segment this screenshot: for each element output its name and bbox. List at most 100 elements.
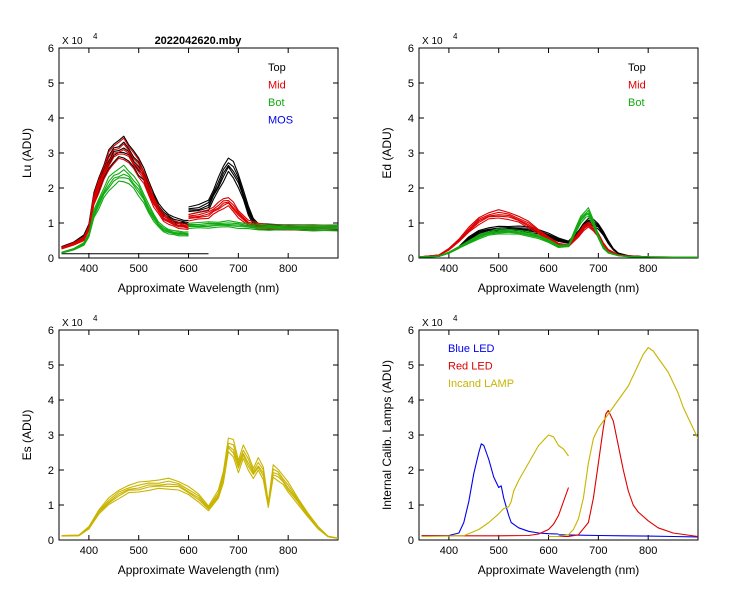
lu-y-tick-label: 2: [48, 183, 54, 195]
lu-x-tick-label: 800: [279, 263, 297, 275]
lamps-x-axis-label: Approximate Wavelength (nm): [478, 563, 640, 577]
ed-plot-area: [419, 207, 698, 258]
ed-y-tick-label: 6: [408, 43, 414, 55]
ed-y-tick-label: 4: [408, 113, 414, 125]
lamps-series-red-led-line: [548, 409, 698, 538]
lu-series-bot-line: [188, 220, 338, 227]
es-series-es-line: [61, 437, 338, 539]
lamps-series-blue-led-line: [421, 443, 559, 537]
lamps-series-red-led-line: [421, 487, 570, 537]
lamps-y-tick-label: 3: [408, 430, 414, 442]
lu-exponent-power: 4: [93, 32, 98, 41]
lu-legend-bot: Bot: [268, 97, 285, 109]
lamps-y-tick-label: 4: [408, 395, 414, 407]
lu-series-bot-line: [188, 222, 338, 228]
lamps-series-incand-lamp-line: [548, 346, 698, 538]
es-x-tick-label: 500: [130, 545, 148, 557]
lamps-x-tick-label: 800: [639, 545, 657, 557]
ed-y-tick-label: 2: [408, 183, 414, 195]
lu-y-axis-label: Lu (ADU): [20, 128, 34, 178]
lamps-y-tick-label: 2: [408, 465, 414, 477]
lamps-legend-red-led: Red LED: [448, 361, 493, 373]
es-x-tick-label: 600: [179, 545, 197, 557]
ed-exponent-power: 4: [453, 32, 458, 41]
ed-legend-mid: Mid: [628, 80, 646, 92]
lamps-exponent-label: X 10: [422, 318, 443, 329]
es-y-tick-label: 6: [48, 325, 54, 337]
es-plot-area: [61, 437, 338, 539]
ed-y-axis-label: Ed (ADU): [380, 127, 394, 178]
es-y-tick-label: 3: [48, 430, 54, 442]
ed-series-bot-line: [419, 207, 698, 258]
es-x-tick-label: 800: [279, 545, 297, 557]
ed-x-tick-label: 600: [539, 263, 557, 275]
ed-legend-bot: Bot: [628, 97, 645, 109]
lu-series-bot-line: [188, 224, 338, 230]
lamps-y-tick-label: 0: [408, 535, 414, 547]
lamps-series-blue-led-line: [558, 534, 698, 538]
lu-y-tick-label: 3: [48, 148, 54, 160]
lu-series-bot-line: [188, 223, 338, 229]
es-x-tick-label: 700: [229, 545, 247, 557]
ed-y-tick-label: 1: [408, 218, 414, 230]
ed-x-tick-label: 500: [490, 263, 508, 275]
figure-title: 2022042620.mby: [155, 35, 243, 47]
ed-series-top-line: [419, 217, 698, 258]
lamps-x-tick-label: 600: [539, 545, 557, 557]
lu-exponent-label: X 10: [62, 36, 83, 47]
es-series-es-line: [61, 442, 338, 539]
lamps-y-tick-label: 6: [408, 325, 414, 337]
lamps-legend-incand-lamp: Incand LAMP: [448, 378, 514, 390]
es-series-es-line: [61, 451, 338, 539]
lu-y-tick-label: 0: [48, 253, 54, 265]
lamps-series-incand-lamp-line: [421, 434, 569, 538]
lu-legend-top: Top: [268, 62, 286, 74]
lu-y-tick-label: 1: [48, 218, 54, 230]
lamps-x-tick-label: 700: [589, 545, 607, 557]
lu-y-tick-label: 5: [48, 78, 54, 90]
es-y-tick-label: 5: [48, 360, 54, 372]
ed-legend-top: Top: [628, 62, 646, 74]
lamps-exponent-power: 4: [453, 314, 458, 323]
es-exponent-power: 4: [93, 314, 98, 323]
lu-chart: 2022042620.mby 400 500 600 700 800 0 1 2 3 4 5 6 X 1…: [20, 32, 339, 295]
es-x-tick-label: 400: [80, 545, 98, 557]
ed-y-tick-label: 5: [408, 78, 414, 90]
es-chart: 400 500 600 700 800 0 1 2 3 4 5 6 X 10 4 Approximate W…: [20, 314, 339, 577]
ed-x-tick-label: 800: [639, 263, 657, 275]
lamps-x-tick-label: 400: [440, 545, 458, 557]
ed-y-tick-label: 0: [408, 253, 414, 265]
lu-series-bot-line: [61, 164, 189, 253]
lu-series-bot-line: [188, 226, 338, 232]
es-y-tick-label: 2: [48, 465, 54, 477]
es-y-tick-label: 0: [48, 535, 54, 547]
lu-series-mid-line: [61, 137, 189, 248]
es-y-axis-label: Es (ADU): [20, 410, 34, 461]
lu-x-tick-label: 500: [130, 263, 148, 275]
lu-x-axis-label: Approximate Wavelength (nm): [118, 281, 280, 295]
ed-x-axis-label: Approximate Wavelength (nm): [478, 281, 640, 295]
ed-y-tick-label: 3: [408, 148, 414, 160]
lamps-plot-area: [421, 346, 698, 538]
es-exponent-label: X 10: [62, 318, 83, 329]
lu-plot-area: [61, 135, 338, 255]
lamps-y-tick-label: 1: [408, 500, 414, 512]
lu-legend-mid: Mid: [268, 80, 286, 92]
lamps-y-axis-label: Internal Calib. Lamps (ADU): [380, 360, 394, 510]
lu-y-tick-label: 6: [48, 43, 54, 55]
lu-x-tick-label: 400: [80, 263, 98, 275]
lamps-y-tick-label: 5: [408, 360, 414, 372]
lamps-chart: 400 500 600 700 800 0 1 2 3 4 5 6 X 10 4 Approximate W…: [380, 314, 699, 577]
lu-legend-mos: MOS: [268, 115, 293, 127]
ed-x-tick-label: 700: [589, 263, 607, 275]
lamps-x-tick-label: 500: [490, 545, 508, 557]
lamps-legend-blue-led: Blue LED: [448, 343, 495, 355]
lu-x-tick-label: 600: [179, 263, 197, 275]
es-x-axis-label: Approximate Wavelength (nm): [118, 563, 280, 577]
ed-chart: 400 500 600 700 800 0 1 2 3 4 5 6 X 10 4 Approximate W…: [380, 32, 699, 295]
ed-x-tick-label: 400: [440, 263, 458, 275]
ed-exponent-label: X 10: [422, 36, 443, 47]
lu-x-tick-label: 700: [229, 263, 247, 275]
